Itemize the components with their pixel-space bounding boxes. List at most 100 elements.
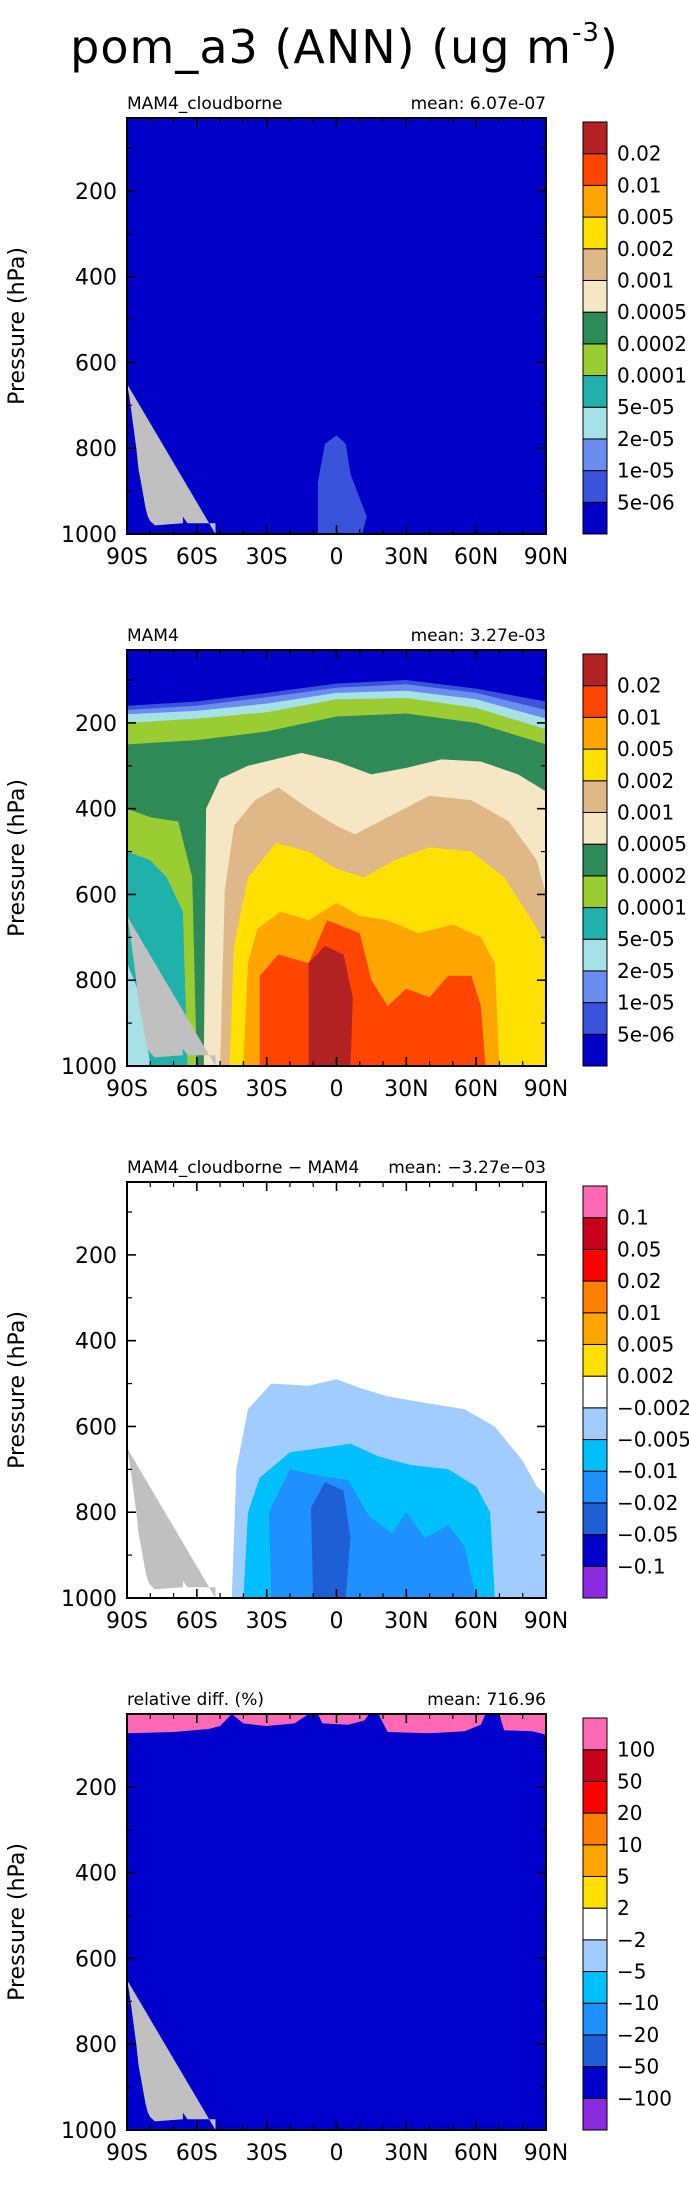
colorbar-label-5: 0.0001: [617, 896, 687, 920]
colorbar-swatch-5: [582, 375, 608, 408]
y-axis-label: Pressure (hPa): [5, 779, 30, 937]
colorbar-label-4: −10: [617, 1991, 659, 2015]
colorbar-swatch-10: [582, 1280, 608, 1314]
colorbar-label-7: 0.0005: [617, 832, 687, 856]
panel-left-label: MAM4_cloudborne: [127, 94, 282, 114]
colorbar-swatch-12: [582, 1217, 608, 1250]
land-mask: [127, 383, 216, 534]
x-tick-label-90n: 90N: [524, 1609, 568, 1634]
colorbar-label-12: 0.02: [617, 674, 662, 698]
panel-mean-label: mean: 6.07e-07: [411, 94, 546, 114]
colorbar-swatch-8: [582, 1343, 608, 1377]
panel-relative-diff: 90S 60S 30S 0 30N 60N 90N 200 400 600 800 1000 Press…: [0, 1674, 689, 2206]
x-tick-label-0: 0: [330, 1609, 344, 1634]
y-tick-label-400: 400: [75, 1862, 117, 1887]
colorbar-label-5: −0.005: [617, 1428, 689, 1452]
colorbar-swatch-6: [582, 1939, 608, 1973]
colorbar-label-5: 0.0001: [617, 364, 687, 388]
y-tick-label-800: 800: [75, 2033, 117, 2058]
x-tick-label-90n: 90N: [524, 1077, 568, 1102]
colorbar-label-1: 5e-06: [617, 1022, 675, 1046]
colorbar-label-1: 5e-06: [617, 490, 675, 514]
colorbar-swatch-11: [582, 716, 608, 750]
y-axis-label: Pressure (hPa): [5, 1311, 30, 1469]
panel-cloudborne: 90S 60S 30S 0 30N 60N 90N 200 400 600 800 1000 Press…: [0, 78, 689, 610]
colorbar-label-8: 0.005: [617, 1332, 674, 1356]
colorbar-swatch-8: [582, 811, 608, 845]
colorbar-label-10: 0.02: [617, 1269, 662, 1293]
colorbar-label-3: 2e-05: [617, 427, 675, 451]
colorbar-label-11: 0.01: [617, 173, 662, 197]
y-axis-label: Pressure (hPa): [5, 247, 30, 405]
colorbar-label-2: 1e-05: [617, 459, 675, 483]
y-tick-label-800: 800: [75, 437, 117, 462]
colorbar-swatch-12: [582, 1749, 608, 1782]
colorbar-swatch-2: [582, 2066, 608, 2099]
y-tick-label-400: 400: [75, 798, 117, 823]
colorbar-swatch-7: [582, 311, 608, 345]
colorbar-swatch-1: [582, 1033, 608, 1067]
x-tick-label-30n: 30N: [384, 545, 428, 570]
colorbar-swatch-4: [582, 406, 608, 440]
panel-mean-label: mean: 716.96: [427, 1690, 546, 1710]
colorbar-label-10: 0.005: [617, 737, 674, 761]
colorbar-swatch-2: [582, 1002, 608, 1035]
field-background: [127, 1714, 546, 2130]
contour-region-1: [317, 435, 367, 534]
y-tick-label-400: 400: [75, 266, 117, 291]
colorbar-label-1: −100: [617, 2086, 672, 2110]
colorbar-swatch-5: [582, 1971, 608, 2004]
panel-mam4: 90S 60S 30S 0 30N 60N 90N 200 400 600 800 1000 Press…: [0, 610, 689, 1142]
colorbar-swatch-11: [582, 1248, 608, 1282]
colorbar-swatch-7: [582, 1907, 608, 1941]
colorbar-swatch-4: [582, 938, 608, 972]
y-tick-label-1000: 1000: [61, 523, 117, 548]
x-tick-label-90s: 90S: [106, 1609, 148, 1634]
colorbar-swatch-7: [582, 843, 608, 877]
figure-title: pom_a3 (ANN) (ug m-3): [0, 0, 689, 74]
colorbar-swatch-6: [582, 1407, 608, 1441]
colorbar-swatch-5: [582, 907, 608, 940]
y-tick-label-1000: 1000: [61, 2119, 117, 2144]
colorbar-label-6: −0.002: [617, 1396, 689, 1420]
contour-region-1: [127, 1714, 232, 1734]
colorbar-swatch-7: [582, 1375, 608, 1409]
x-tick-label-30s: 30S: [246, 2141, 288, 2166]
contour-layer: [231, 1379, 546, 1598]
colorbar-swatch-4: [582, 1470, 608, 1504]
y-axis-label: Pressure (hPa): [5, 1843, 30, 2001]
x-tick-label-60s: 60S: [176, 545, 218, 570]
colorbar-swatch-3: [582, 970, 608, 1004]
colorbar-swatch-2: [582, 470, 608, 503]
x-tick-label-60s: 60S: [176, 2141, 218, 2166]
colorbar-swatch-13: [582, 653, 608, 687]
colorbar-swatch-4: [582, 2002, 608, 2036]
colorbar-swatch-5: [582, 1439, 608, 1472]
x-tick-label-0: 0: [330, 2141, 344, 2166]
figure-title-text: pom_a3 (ANN) (ug m: [70, 20, 572, 74]
colorbar-label-1: −0.1: [617, 1554, 666, 1578]
figure-title-exponent: -3: [571, 18, 600, 48]
colorbar-swatch-9: [582, 1844, 608, 1877]
colorbar-swatch-3: [582, 1502, 608, 1536]
colorbar-label-3: −0.02: [617, 1491, 678, 1515]
colorbar-label-8: 0.001: [617, 268, 674, 292]
panel-left-label: relative diff. (%): [127, 1690, 264, 1710]
colorbar-swatch-1: [582, 501, 608, 535]
colorbar-label-7: 0.002: [617, 1364, 674, 1388]
panel-mean-label: mean: 3.27e-03: [411, 626, 546, 646]
x-tick-label-0: 0: [330, 545, 344, 570]
y-tick-label-600: 600: [75, 1415, 117, 1440]
colorbar-label-11: 0.01: [617, 705, 662, 729]
y-tick-label-600: 600: [75, 883, 117, 908]
colorbar-label-7: 2: [617, 1896, 630, 1920]
contour-region-3: [317, 1714, 370, 1725]
contour-region-8: [127, 963, 151, 1066]
colorbar-label-3: 2e-05: [617, 959, 675, 983]
colorbar-swatch-3: [582, 2034, 608, 2068]
colorbar-swatch-2: [582, 1534, 608, 1567]
colorbar-swatch-10: [582, 1812, 608, 1846]
y-tick-label-200: 200: [75, 1776, 117, 1801]
colorbar-label-7: 0.0005: [617, 300, 687, 324]
y-tick-label-600: 600: [75, 351, 117, 376]
